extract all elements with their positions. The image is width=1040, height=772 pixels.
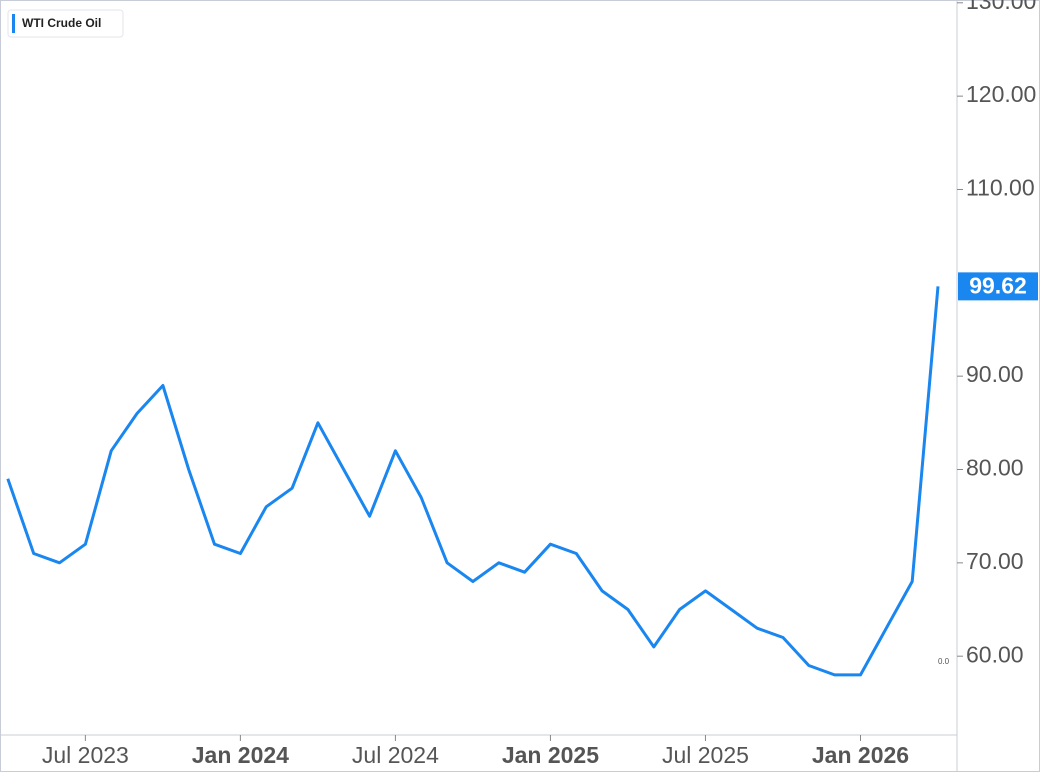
x-tick-label: Jul 2023 [42, 742, 129, 768]
last-value-label: 99.62 [969, 272, 1027, 298]
x-tick-label: Jan 2025 [502, 742, 599, 768]
legend-label: WTI Crude Oil [22, 16, 101, 30]
x-tick-label: Jan 2026 [812, 742, 909, 768]
last-value-box [958, 272, 1038, 301]
y-tick-label: 60.00 [966, 641, 1024, 667]
x-tick-label: Jan 2024 [192, 742, 289, 768]
line [6, 286, 940, 677]
x-tick-label: Jul 2025 [662, 742, 749, 768]
legend: WTI Crude Oil [7, 9, 124, 38]
y-tick-label: 130.00 [966, 0, 1036, 14]
plot-area [6, 286, 940, 677]
annotation: 0.0 [938, 657, 950, 666]
legend-swatch [12, 14, 15, 33]
x-tick-label: Jul 2024 [352, 742, 439, 768]
legend-box [7, 9, 124, 38]
y-tick-label: 120.00 [966, 81, 1036, 107]
y-tick-label: 90.00 [966, 361, 1024, 387]
y-tick-label: 70.00 [966, 548, 1024, 574]
y-tick-label: 80.00 [966, 455, 1024, 481]
y-tick-label: 110.00 [966, 175, 1035, 201]
